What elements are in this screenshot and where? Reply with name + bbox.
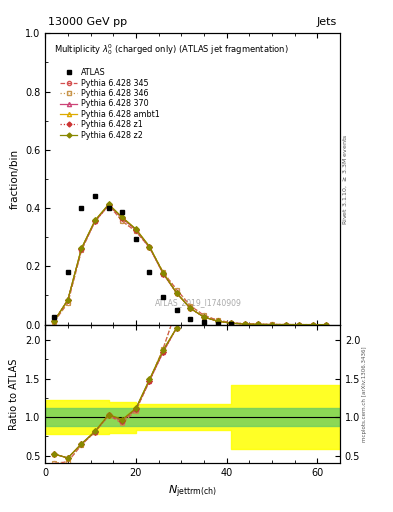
Text: Jets: Jets: [317, 17, 337, 28]
Y-axis label: mcplots.cern.ch [arXiv:1306.3436]: mcplots.cern.ch [arXiv:1306.3436]: [362, 346, 367, 442]
Text: Multiplicity $\lambda_0^0$ (charged only) (ATLAS jet fragmentation): Multiplicity $\lambda_0^0$ (charged only…: [54, 42, 289, 57]
Text: 13000 GeV pp: 13000 GeV pp: [48, 17, 127, 28]
X-axis label: $N_\mathrm{jettrm(ch)}$: $N_\mathrm{jettrm(ch)}$: [168, 484, 217, 500]
Y-axis label: Rivet 3.1.10, $\geq$ 3.3M events: Rivet 3.1.10, $\geq$ 3.3M events: [342, 133, 349, 225]
Legend: ATLAS, Pythia 6.428 345, Pythia 6.428 346, Pythia 6.428 370, Pythia 6.428 ambt1,: ATLAS, Pythia 6.428 345, Pythia 6.428 34…: [58, 67, 161, 141]
Y-axis label: Ratio to ATLAS: Ratio to ATLAS: [9, 358, 19, 430]
Text: ATLAS_2019_I1740909: ATLAS_2019_I1740909: [155, 298, 242, 307]
Y-axis label: fraction/bin: fraction/bin: [9, 149, 19, 209]
